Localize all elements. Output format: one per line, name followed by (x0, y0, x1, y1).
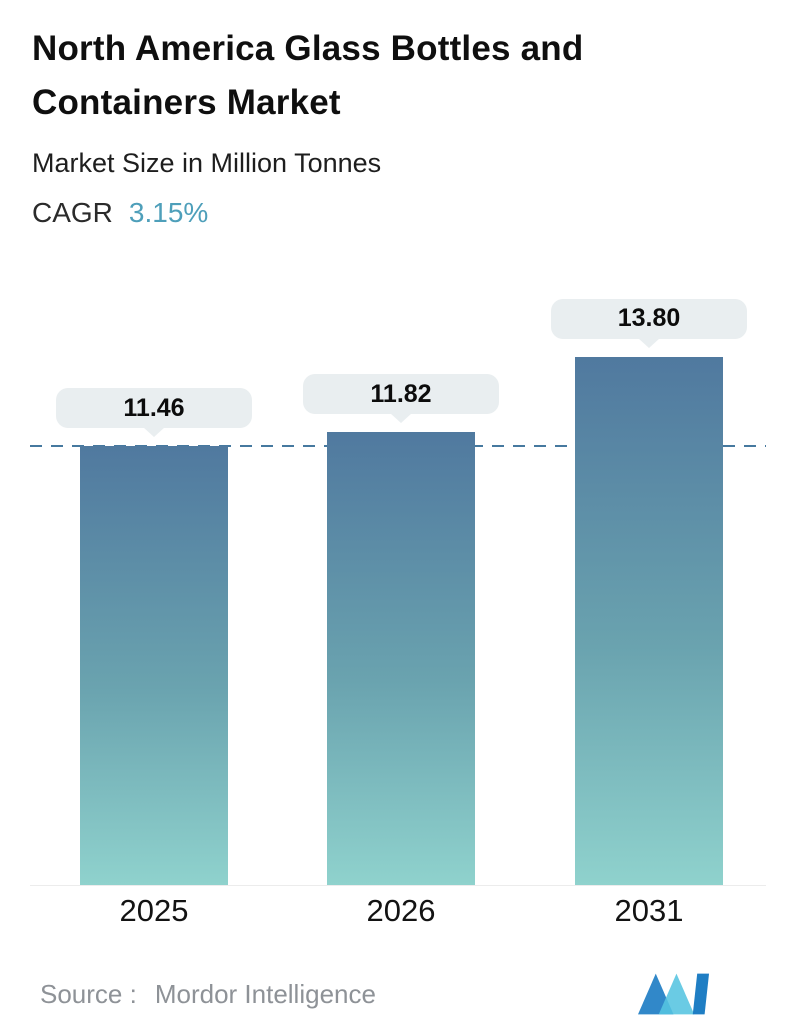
title-line-1: North America Glass Bottles and (32, 29, 584, 68)
value-label-2026: 11.82 (370, 379, 432, 408)
value-label-2025: 11.46 (123, 393, 185, 422)
callout-arrow-icon (638, 337, 660, 348)
bar-chart: 11.46 11.82 13.80 (30, 282, 766, 886)
bar-group-2026: 11.82 (303, 282, 499, 885)
cagr-value: 3.15% (128, 197, 209, 228)
source-attribution: Source : Mordor Intelligence (40, 979, 376, 1010)
x-axis-labels: 2025 2026 2031 (30, 893, 766, 937)
value-label-2031: 13.80 (617, 304, 681, 333)
chart-header: North America Glass Bottles and Containe… (32, 22, 762, 229)
title-line-2: Containers Market (32, 83, 341, 122)
value-callout-2026: 11.82 (303, 374, 499, 424)
chart-footer: Source : Mordor Intelligence (0, 966, 796, 1022)
source-value: Mordor Intelligence (154, 978, 376, 1009)
x-axis-line (30, 885, 766, 886)
mordor-intelligence-logo (638, 973, 710, 1015)
callout-arrow-icon (390, 413, 412, 424)
x-label-2025: 2025 (119, 893, 189, 928)
source-label: Source : (40, 978, 137, 1009)
page-title: North America Glass Bottles and Containe… (32, 22, 762, 130)
value-callout-2031: 13.80 (551, 298, 747, 348)
bar-2031 (575, 356, 723, 885)
bar-group-2031: 13.80 (551, 282, 747, 885)
x-label-2026: 2026 (366, 893, 436, 928)
chart-subtitle: Market Size in Million Tonnes (32, 148, 382, 178)
cagr-label: CAGR (32, 197, 113, 228)
callout-arrow-icon (143, 427, 165, 438)
bar-group-2025: 11.46 (56, 282, 252, 885)
cagr-row: CAGR 3.15% (32, 197, 762, 229)
value-callout-2025: 11.46 (56, 388, 252, 438)
bar-2026 (327, 432, 475, 885)
x-label-2031: 2031 (614, 893, 684, 928)
bar-2025 (80, 446, 228, 885)
